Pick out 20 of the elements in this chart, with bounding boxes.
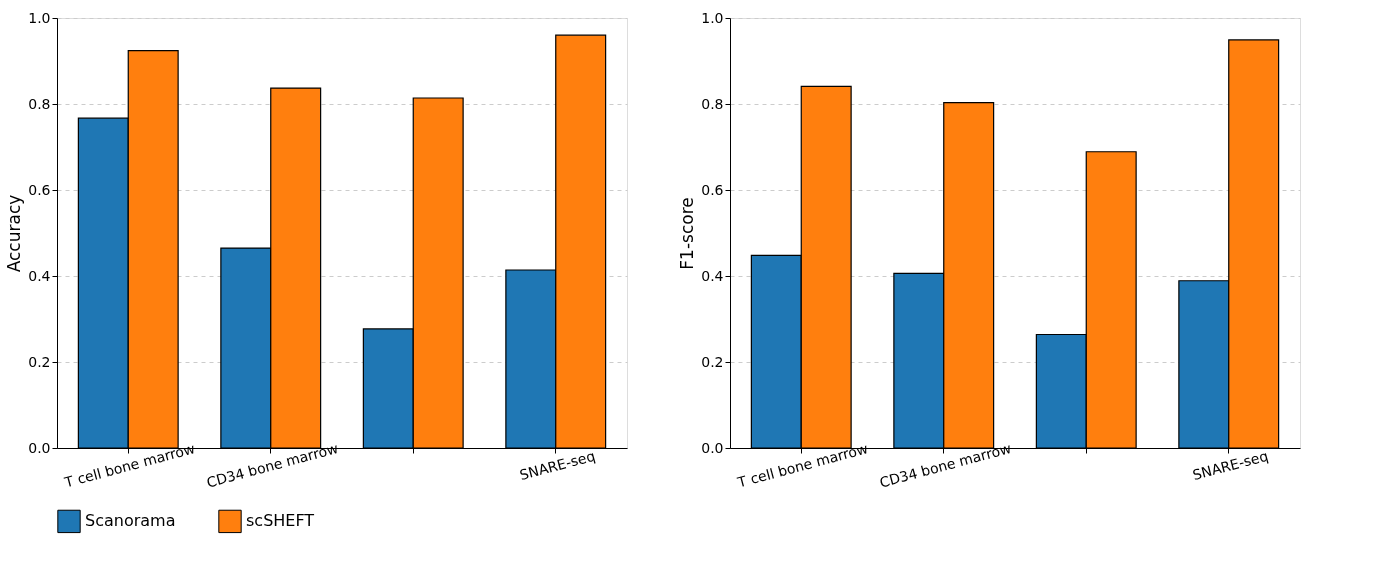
y-tick-label: 0.2: [701, 353, 724, 370]
y-tick-label: 0.6: [28, 181, 51, 198]
legend-label: Scanorama: [85, 511, 176, 531]
y-tick-label: 0.8: [701, 95, 724, 112]
y-tick-label: 0.0: [701, 439, 724, 456]
x-tick-label: CD34 bone marrow: [877, 440, 1013, 491]
y-tick-label: 0.6: [701, 181, 724, 198]
x-tick-label: T cell bone marrow: [61, 440, 197, 491]
y-tick-label: 0.0: [28, 439, 51, 456]
y-tick-label: 1.0: [28, 9, 51, 26]
y-tick-label: 1.0: [701, 9, 724, 26]
y-axis-title: Accuracy: [4, 194, 25, 273]
y-axis-title: F1-score: [677, 197, 698, 270]
y-tick-label: 0.4: [28, 267, 51, 284]
x-tick-label: T cell bone marrow: [734, 440, 870, 491]
y-tick-label: 0.2: [28, 353, 51, 370]
x-tick-label: CD34 bone marrow: [204, 440, 340, 491]
legend-label: scSHEFT: [246, 511, 315, 531]
y-tick-label: 0.4: [701, 267, 724, 284]
y-tick-label: 0.8: [28, 95, 51, 112]
